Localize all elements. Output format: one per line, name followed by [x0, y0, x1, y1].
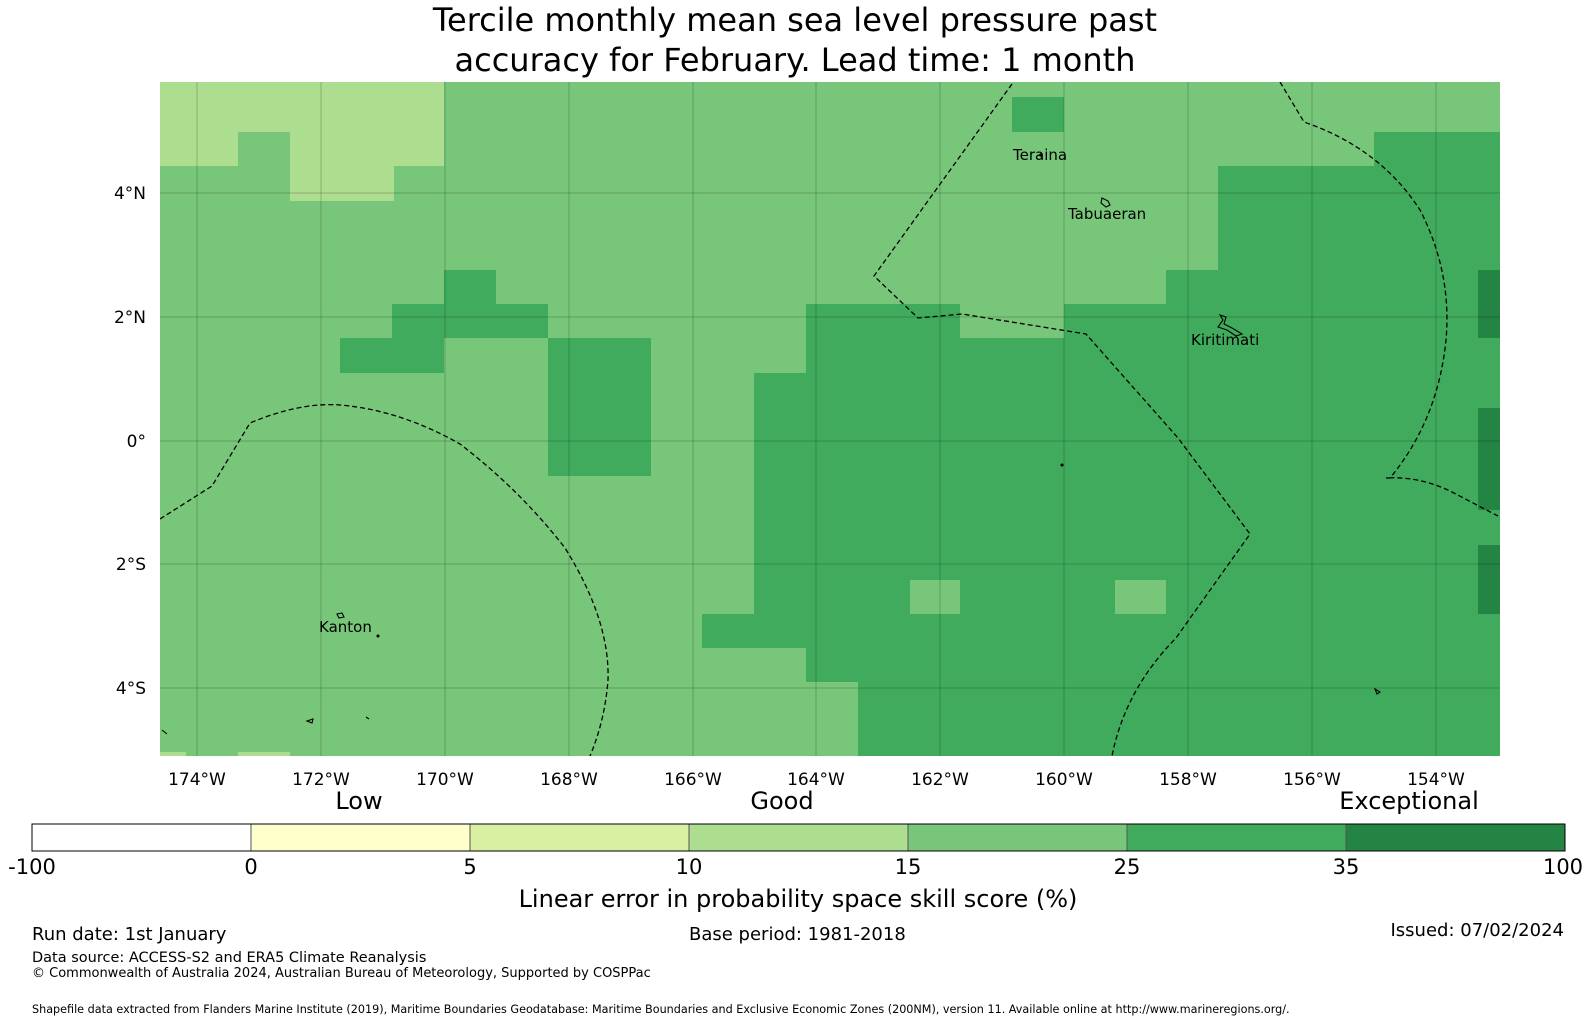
issued-date: Issued: 07/02/2024: [1390, 920, 1564, 941]
gridlines: [160, 82, 1500, 756]
copyright: © Commonwealth of Australia 2024, Austra…: [32, 966, 651, 981]
eez-boundary-kanton: [160, 403, 609, 756]
island-kiritimati: [1217, 314, 1244, 337]
x-tick-label: 162°W: [911, 770, 969, 790]
colorbar-tick: 100: [1543, 855, 1583, 879]
x-tick-label: 166°W: [664, 770, 722, 790]
x-tick-label: 170°W: [416, 770, 474, 790]
skill-cell: [548, 338, 651, 476]
colorbar-frame: [31, 823, 1566, 852]
skill-cell: [702, 614, 1500, 648]
skill-cell: [910, 580, 960, 614]
skill-cell: [1064, 304, 1500, 338]
skill-cell: [806, 338, 1500, 373]
skill-cell: [1374, 132, 1500, 166]
place-label-tabuaeran: Tabuaeran: [1067, 205, 1146, 223]
island-dot: [376, 634, 380, 638]
x-tick-label: 168°W: [540, 770, 598, 790]
chart-title-line1: Tercile monthly mean sea level pressure …: [432, 1, 1158, 39]
y-tick-label: 0°: [127, 432, 146, 452]
eez-boundary-line-islands: [873, 83, 1251, 756]
chart-title: Tercile monthly mean sea level pressure …: [0, 0, 1590, 80]
skill-cell: [238, 752, 290, 756]
colorbar-tick: 35: [1333, 855, 1360, 879]
colorbar-tick: 0: [244, 855, 257, 879]
y-tick-label: 4°S: [116, 679, 146, 699]
skill-cell: [1478, 408, 1500, 510]
x-axis: 174°W 172°W 170°W 168°W 166°W 164°W 162°…: [168, 770, 1465, 790]
skill-cell: [290, 166, 394, 201]
colorbar-tick: -100: [8, 855, 56, 879]
x-tick-label: 160°W: [1035, 770, 1093, 790]
map-area: Teraina Tabuaeran Kiritimati Kanton: [160, 82, 1500, 756]
colorbar-category-exceptional: Exceptional: [1339, 787, 1479, 815]
colorbar-segment: [689, 824, 908, 851]
island-dot: [1373, 687, 1382, 695]
colorbar-segment: [1127, 824, 1346, 851]
colorbar: Low Good Exceptional -100 0 5 10 15 25 3…: [8, 787, 1583, 913]
x-tick-label: 172°W: [292, 770, 350, 790]
eez-boundary-kiritimati: [1279, 82, 1499, 517]
colorbar-tick: 15: [895, 855, 922, 879]
island-dot: [1060, 463, 1064, 467]
skill-cell: [1478, 270, 1500, 338]
x-tick-label: 154°W: [1407, 770, 1465, 790]
colorbar-segment: [470, 824, 689, 851]
base-period: Base period: 1981-2018: [689, 924, 906, 945]
skill-cell: [444, 270, 496, 304]
x-tick-label: 174°W: [168, 770, 226, 790]
colorbar-segment: [1346, 824, 1565, 851]
island-teraina: [1039, 153, 1043, 157]
island-tabuaeran: [1100, 197, 1111, 208]
y-axis: 4°N 2°N 0° 2°S 4°S: [114, 184, 146, 699]
skill-cell: [1478, 545, 1500, 614]
place-label-kanton: Kanton: [319, 618, 372, 636]
colorbar-label: Linear error in probability space skill …: [519, 885, 1078, 913]
colorbar-category-good: Good: [750, 787, 813, 815]
y-tick-label: 2°S: [116, 555, 146, 575]
colorbar-segment: [908, 824, 1127, 851]
x-tick-label: 158°W: [1159, 770, 1217, 790]
colorbar-segment: [32, 824, 251, 851]
skill-cell: [1166, 270, 1500, 304]
data-source: Data source: ACCESS-S2 and ERA5 Climate …: [32, 950, 427, 966]
skill-cell: [238, 132, 290, 166]
skill-cell: [754, 373, 1500, 614]
place-label-teraina: Teraina: [1012, 146, 1067, 164]
chart-title-line2: accuracy for February. Lead time: 1 mont…: [454, 41, 1136, 79]
colorbar-segment: [251, 824, 470, 851]
skill-cell: [858, 682, 1500, 756]
island-dot: [305, 718, 314, 724]
shapefile-credit: Shapefile data extracted from Flanders M…: [32, 1003, 1290, 1016]
eez-boundaries: [160, 82, 1499, 756]
skill-cell: [392, 304, 548, 338]
skill-cell: [806, 304, 960, 338]
y-tick-label: 4°N: [114, 184, 146, 204]
x-tick-label: 164°W: [787, 770, 845, 790]
skill-cell: [340, 338, 444, 373]
skill-cell: [1218, 166, 1500, 270]
colorbar-tick: 5: [463, 855, 476, 879]
colorbar-tick: 25: [1114, 855, 1141, 879]
skill-cell: [1115, 580, 1166, 614]
y-tick-label: 2°N: [114, 308, 146, 328]
island-dot: [365, 716, 370, 720]
place-label-kiritimati: Kiritimati: [1191, 331, 1259, 349]
skill-cell: [160, 82, 444, 166]
x-tick-label: 156°W: [1283, 770, 1341, 790]
island-dot: [161, 729, 168, 735]
island-kanton: [336, 612, 345, 619]
islands: [161, 153, 1382, 735]
skill-cell: [1012, 97, 1064, 132]
run-date: Run date: 1st January: [32, 924, 227, 945]
colorbar-category-low: Low: [335, 787, 382, 815]
skill-cell: [160, 752, 186, 756]
colorbar-tick: 10: [676, 855, 703, 879]
